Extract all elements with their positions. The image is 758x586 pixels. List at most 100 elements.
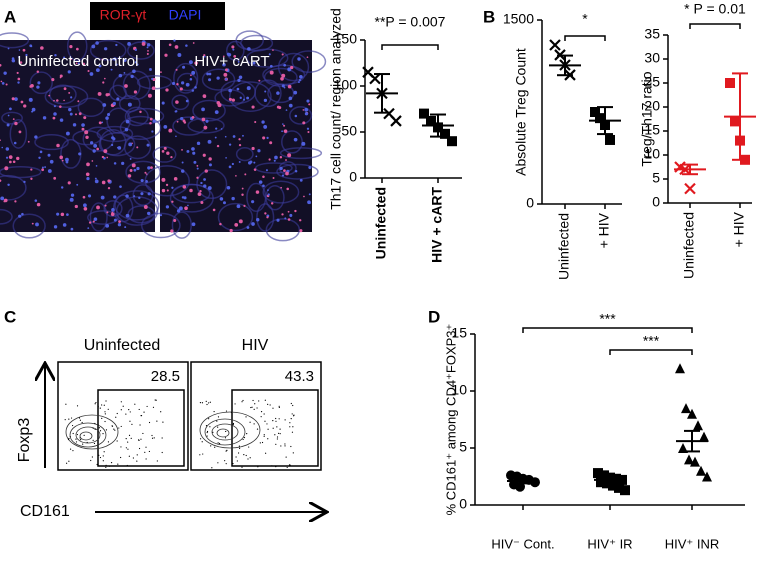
event-dot — [148, 421, 151, 424]
cell-dot — [84, 130, 89, 135]
event-dot — [276, 426, 278, 428]
cell-dot — [264, 212, 267, 215]
cell-dot — [107, 93, 110, 96]
cell-dot — [127, 102, 132, 107]
event-dot — [70, 417, 73, 419]
cell-dot — [9, 160, 12, 164]
event-dot — [208, 418, 210, 420]
cell-dot — [241, 187, 244, 190]
event-dot — [238, 447, 241, 449]
cell-dot — [233, 55, 237, 58]
event-dot — [256, 428, 259, 430]
event-dot — [224, 460, 226, 462]
event-dot — [92, 427, 94, 429]
cell-dot — [94, 179, 99, 184]
tissue — [9, 119, 28, 149]
cell-dot — [41, 166, 44, 169]
event-dot — [108, 465, 111, 467]
cell-dot — [75, 113, 78, 116]
cell-dot — [297, 81, 300, 84]
event-dot — [202, 453, 204, 455]
y-tick-label: 0 — [652, 194, 660, 210]
flow-y-label: Foxp3 — [16, 418, 33, 463]
cell-dot — [91, 160, 94, 162]
cell-dot — [249, 160, 253, 164]
cell-dot — [128, 142, 133, 147]
event-dot — [125, 413, 127, 415]
event-dot — [292, 415, 295, 417]
x-tick-label: HIV⁺ IR — [587, 536, 632, 551]
cell-dot — [36, 70, 40, 74]
event-dot — [114, 429, 116, 431]
cell-dot — [238, 138, 241, 141]
cell-dot — [65, 157, 69, 162]
cell-dot — [253, 161, 256, 164]
y-tick-label: 15 — [644, 122, 660, 138]
cell-dot — [225, 157, 227, 159]
y-tick-label: 15 — [451, 325, 467, 341]
cell-dot — [285, 109, 288, 111]
cell-dot — [62, 223, 67, 227]
tissue — [226, 40, 245, 61]
marker — [596, 477, 606, 488]
tissue — [277, 52, 310, 82]
cell-dot — [16, 71, 19, 75]
event-dot — [127, 441, 129, 443]
cell-dot — [59, 76, 62, 79]
cell-dot — [281, 213, 284, 216]
flow-plot — [57, 361, 189, 471]
event-dot — [72, 450, 74, 452]
cell-dot — [30, 177, 33, 180]
event-dot — [289, 422, 291, 424]
cell-dot — [90, 141, 94, 145]
cell-dot — [107, 187, 111, 190]
x-tick-label: HIV + cART — [429, 187, 445, 263]
cell-dot — [294, 114, 298, 118]
cell-dot — [298, 78, 302, 82]
cell-dot — [123, 71, 126, 74]
cell-dot — [68, 91, 71, 94]
cell-dot — [5, 156, 9, 159]
cell-dot — [39, 150, 43, 154]
cell-dot — [17, 77, 21, 81]
cell-dot — [132, 69, 136, 74]
y-tick-label: 30 — [644, 50, 660, 66]
event-dot — [120, 456, 122, 459]
cell-dot — [299, 178, 303, 182]
cell-dot — [182, 65, 186, 69]
event-dot — [246, 433, 248, 435]
cell-dot — [239, 96, 242, 99]
cell-dot — [208, 78, 212, 82]
cell-dot — [56, 212, 60, 216]
cell-dot — [178, 206, 183, 211]
significance-bracket — [564, 35, 606, 41]
event-dot — [280, 445, 282, 447]
cell-dot — [247, 47, 251, 51]
event-dot — [144, 451, 146, 453]
cell-dot — [197, 192, 202, 196]
y-tick-label: 10 — [644, 146, 660, 162]
cell-dot — [304, 107, 309, 112]
cell-dot — [136, 146, 139, 149]
marker — [684, 454, 694, 465]
cell-dot — [163, 146, 167, 150]
cell-dot — [284, 217, 287, 220]
cell-dot — [115, 43, 118, 47]
cell-dot — [18, 49, 21, 51]
cell-dot — [219, 222, 222, 226]
cell-dot — [60, 186, 64, 189]
cell-dot — [63, 87, 67, 91]
event-dot — [232, 422, 235, 425]
cell-dot — [299, 229, 303, 233]
cell-dot — [81, 123, 85, 127]
cell-dot — [77, 100, 80, 103]
event-dot — [128, 409, 130, 411]
cell-dot — [174, 45, 179, 49]
cell-dot — [124, 226, 127, 229]
event-dot — [278, 406, 280, 409]
cell-dot — [285, 171, 289, 176]
cell-dot — [59, 155, 64, 160]
cell-dot — [117, 146, 122, 150]
cell-dot — [74, 204, 78, 209]
